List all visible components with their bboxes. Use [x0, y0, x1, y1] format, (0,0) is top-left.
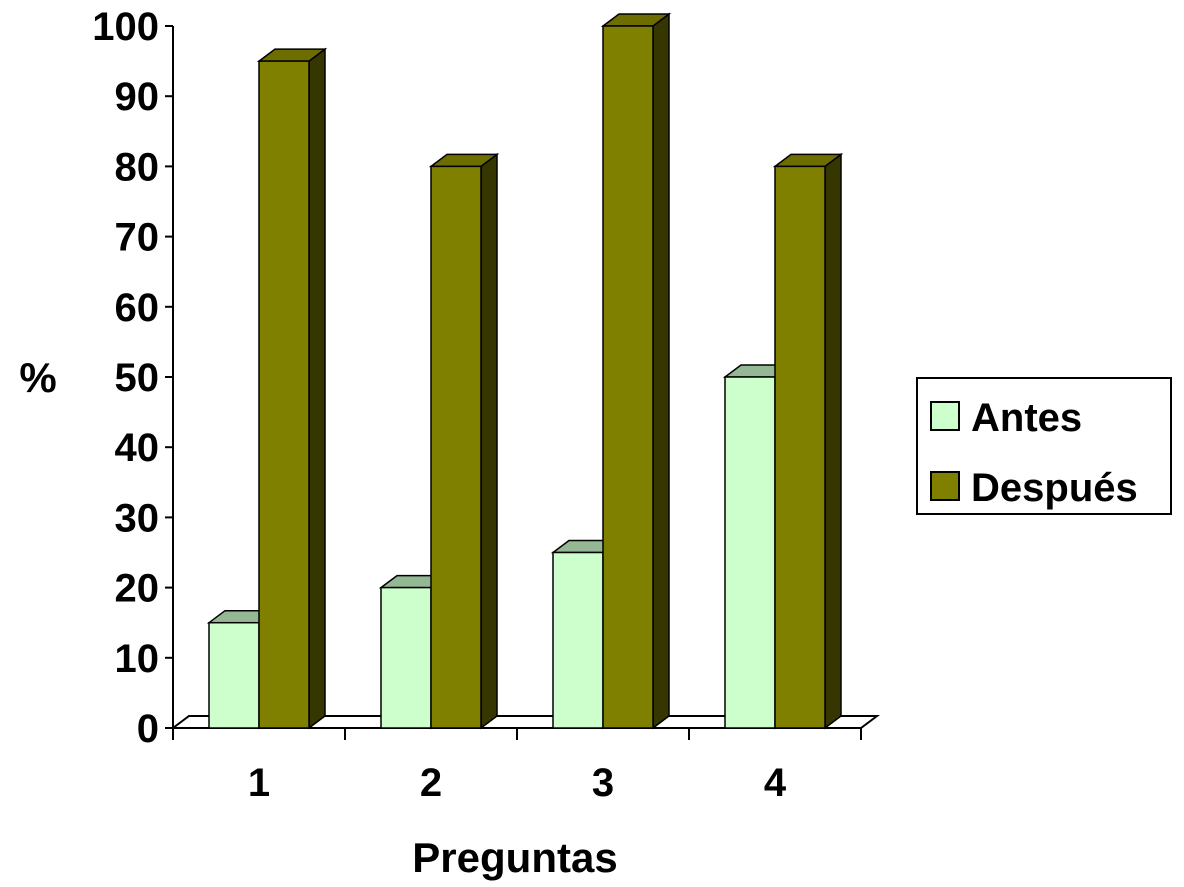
y-tick-label: 0 — [137, 707, 159, 751]
y-tick-label: 20 — [115, 567, 160, 611]
legend-swatch-antes — [930, 401, 960, 431]
y-tick-label: 50 — [115, 356, 160, 400]
legend: Antes Después — [916, 377, 1172, 515]
y-tick-label: 30 — [115, 496, 160, 540]
x-axis-title: Preguntas — [412, 834, 617, 881]
y-tick-label: 90 — [115, 75, 160, 119]
bar-front-face — [380, 586, 432, 729]
bar — [256, 47, 328, 730]
bars — [206, 12, 844, 730]
bar — [600, 12, 672, 730]
bar-front-face — [552, 551, 604, 729]
legend-label-antes: Antes — [971, 396, 1082, 440]
bar-front-face — [258, 60, 310, 729]
y-tick-label: 70 — [115, 216, 160, 260]
x-category-label: 2 — [420, 761, 442, 805]
legend-label-despues: Después — [971, 466, 1138, 510]
y-tick-label: 60 — [115, 286, 160, 330]
x-category-label: 3 — [592, 761, 614, 805]
bar — [428, 152, 500, 730]
y-tick-label: 100 — [92, 5, 159, 49]
bar-side-face — [480, 152, 498, 730]
bar — [772, 152, 844, 730]
y-tick-label: 80 — [115, 145, 160, 189]
bar-side-face — [308, 47, 326, 730]
bar-front-face — [208, 621, 260, 729]
bar-side-face — [652, 12, 670, 730]
x-category-label: 4 — [764, 761, 787, 805]
x-category-label: 1 — [248, 761, 270, 805]
bar-front-face — [602, 25, 654, 729]
bar-side-face — [824, 152, 842, 730]
bar-front-face — [724, 376, 776, 729]
bar-front-face — [774, 165, 826, 729]
y-axis-title: % — [19, 354, 56, 401]
y-tick-label: 10 — [115, 637, 160, 681]
bar-front-face — [430, 165, 482, 729]
tick-labels: 0 10 20 30 40 50 60 70 80 90 100 1 2 3 4 — [92, 5, 787, 805]
legend-swatch-despues — [930, 471, 960, 501]
y-tick-label: 40 — [115, 426, 160, 470]
